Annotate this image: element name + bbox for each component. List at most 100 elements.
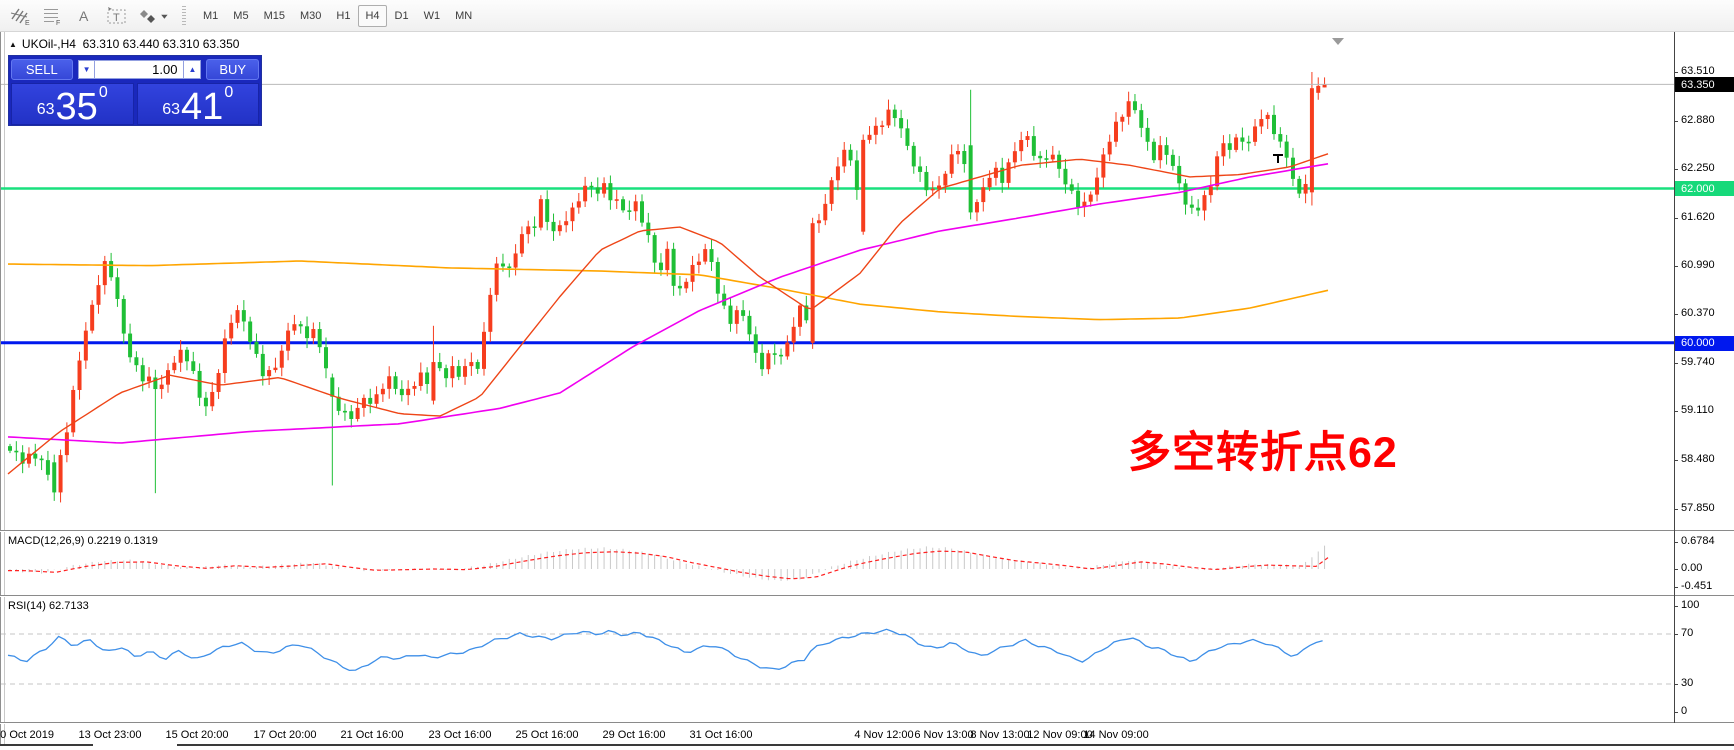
macd-axis-tick: [1674, 586, 1678, 588]
date-axis-label: 6 Nov 13:00: [914, 729, 974, 741]
level-price-badge: 60.000: [1675, 335, 1734, 351]
rsi-axis-tick: [1674, 634, 1678, 635]
date-axis-label: 12 Nov 09:00: [1027, 729, 1093, 741]
window-left-frame-inner: [4, 32, 5, 746]
buy-price-display[interactable]: 63 41 0: [136, 83, 259, 128]
macd-pane[interactable]: [0, 532, 1674, 595]
macd-axis-label: 0.00: [1681, 562, 1703, 574]
sell-price-whole: 63: [36, 101, 55, 118]
rsi-label: RSI(14) 62.7133: [8, 600, 89, 612]
rsi-axis-tick: [1674, 606, 1678, 607]
indicators-hatch-icon[interactable]: E: [8, 4, 34, 28]
buy-price-point: 0: [224, 84, 234, 101]
color-scheme-icon[interactable]: [136, 4, 170, 28]
price-axis-label: 59.110: [1681, 404, 1714, 417]
svg-text:E: E: [25, 20, 30, 26]
timeframe-button-h1[interactable]: H1: [336, 9, 351, 22]
date-axis-label: 17 Oct 20:00: [253, 729, 317, 741]
price-axis-label: 59.740: [1681, 355, 1715, 368]
timeframe-button-h4[interactable]: H4: [358, 4, 387, 27]
price-axis-tick: [1674, 72, 1678, 73]
price-axis-label: 57.850: [1681, 501, 1715, 514]
pane-splitter-macd[interactable]: [0, 530, 1734, 532]
text-label-icon[interactable]: A: [72, 4, 98, 28]
price-axis-tick: [1674, 508, 1678, 510]
date-axis-label: 29 Oct 16:00: [602, 729, 666, 741]
price-axis-label: 60.370: [1681, 307, 1715, 320]
indicator-grid-icon[interactable]: F: [40, 4, 66, 28]
window-left-frame: [0, 32, 1, 746]
date-axis-label: 13 Oct 23:00: [78, 729, 142, 741]
price-axis-tick: [1674, 411, 1678, 413]
sell-price-pips: 35: [55, 86, 98, 128]
macd-axis-label: 0.6784: [1681, 534, 1715, 547]
date-axis-label: 10 Oct 2019: [0, 729, 54, 741]
timeframe-button-w1[interactable]: W1: [423, 9, 441, 22]
rsi-axis-tick: [1674, 684, 1678, 685]
price-axis-border: [1674, 32, 1675, 723]
rsi-axis-label: 100: [1681, 599, 1700, 611]
macd-axis-tick: [1674, 569, 1678, 570]
rsi-axis-tick: [1674, 712, 1678, 713]
chart-title: ▲ UKOil-,H4 63.310 63.440 63.310 63.350: [9, 37, 239, 51]
price-axis-label: 61.620: [1681, 210, 1715, 223]
timeframe-button-m1[interactable]: M1: [203, 9, 219, 22]
timeframe-button-m5[interactable]: M5: [233, 9, 249, 22]
price-axis-label: 60.990: [1681, 259, 1715, 272]
macd-axis-tick: [1674, 541, 1678, 543]
date-axis-label: 25 Oct 16:00: [515, 729, 579, 741]
chart-symbol-period: UKOil-,H4: [21, 37, 76, 51]
bid-price-badge: 63.350: [1675, 77, 1734, 93]
price-axis-tick: [1674, 314, 1678, 316]
timeframe-button-mn[interactable]: MN: [455, 9, 473, 22]
sell-button[interactable]: SELL: [11, 59, 73, 80]
svg-text:A: A: [79, 8, 89, 24]
chart-bottom-frame: [0, 722, 1734, 724]
bottom-edge-segment: [0, 744, 93, 746]
date-axis-label: 21 Oct 16:00: [340, 729, 404, 741]
chart-annotation-text: 多空转折点62: [1128, 429, 1398, 477]
volume-increase-button[interactable]: ▲: [183, 60, 202, 79]
price-axis-label: 62.880: [1681, 113, 1715, 126]
sell-price-point: 0: [98, 84, 108, 101]
pane-splitter-rsi[interactable]: [0, 595, 1734, 597]
text-box-icon[interactable]: T: [104, 4, 130, 28]
price-axis-label: 62.250: [1681, 162, 1715, 175]
macd-axis-label: -0.451: [1681, 579, 1713, 592]
symbol-collapse-icon[interactable]: ▲: [9, 39, 17, 49]
sell-price-display[interactable]: 63 35 0: [11, 83, 134, 128]
volume-input[interactable]: [95, 60, 184, 79]
price-axis-tick: [1674, 266, 1678, 268]
buy-price-pips: 41: [181, 86, 224, 128]
one-click-trading-panel: SELL ▼ ▲ BUY 63 35 0 63 41 0: [8, 55, 262, 126]
chart-ohlc-values: 63.310 63.440 63.310 63.350: [82, 37, 240, 51]
rsi-pane[interactable]: [0, 597, 1674, 722]
timeframe-button-m30[interactable]: M30: [299, 9, 322, 22]
date-axis-label: 14 Nov 09:00: [1083, 729, 1149, 741]
chart-shift-marker-icon[interactable]: [1332, 38, 1344, 45]
price-axis-tick: [1674, 460, 1678, 461]
rsi-axis-label: 0: [1681, 705, 1688, 717]
level-price-badge: 62.000: [1675, 181, 1734, 197]
object-t-marker[interactable]: [1273, 154, 1283, 163]
price-axis-tick: [1674, 120, 1678, 122]
price-axis-label: 63.510: [1681, 65, 1715, 77]
rsi-axis-label: 30: [1681, 677, 1694, 689]
price-axis-tick: [1674, 169, 1678, 171]
buy-button[interactable]: BUY: [206, 59, 259, 80]
timeframe-button-group: M1 M5 M15 M30 H1 H4 D1 W1 MN: [196, 4, 480, 27]
svg-text:T: T: [113, 12, 120, 24]
price-axis-label: 58.480: [1681, 453, 1715, 465]
date-axis-label: 23 Oct 16:00: [428, 729, 492, 741]
timeframe-button-d1[interactable]: D1: [394, 9, 409, 22]
macd-label: MACD(12,26,9) 0.2219 0.1319: [8, 535, 158, 547]
price-axis-tick: [1674, 362, 1678, 364]
bottom-edge-segment: [177, 744, 1734, 746]
timeframe-button-m15[interactable]: M15: [263, 9, 285, 22]
date-axis-label: 15 Oct 20:00: [165, 729, 229, 741]
buy-price-whole: 63: [162, 101, 181, 118]
rsi-axis-label: 70: [1681, 627, 1694, 639]
volume-decrease-button[interactable]: ▼: [77, 60, 96, 79]
date-axis-label: 8 Nov 13:00: [970, 729, 1030, 741]
